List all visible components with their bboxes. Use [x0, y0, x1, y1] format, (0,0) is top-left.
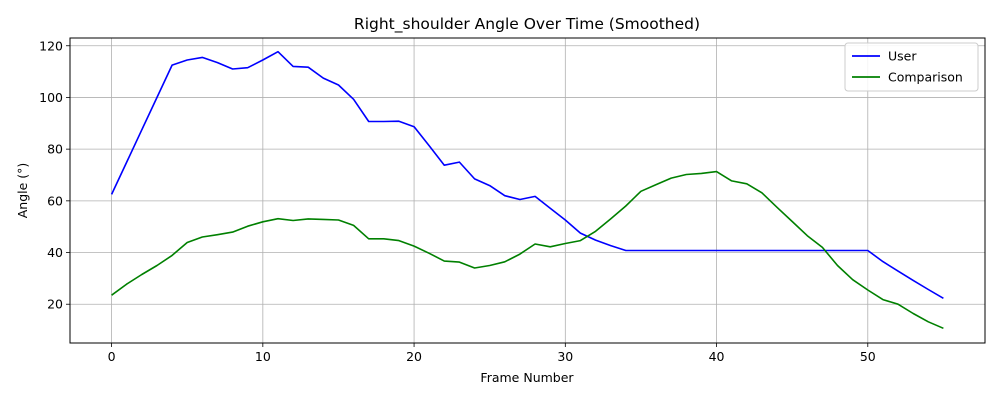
y-axis-label: Angle (°) — [15, 163, 30, 219]
x-tick-label: 30 — [557, 349, 573, 364]
y-axis: 20 40 60 80 100 120 — [39, 38, 70, 312]
x-tick-label: 20 — [406, 349, 422, 364]
y-tick-label: 100 — [39, 90, 63, 105]
series-line-user — [110, 50, 944, 299]
y-tick-label: 20 — [47, 297, 63, 312]
y-tick-label: 80 — [47, 142, 63, 157]
gridlines — [70, 38, 985, 343]
legend: User Comparison — [844, 42, 979, 92]
x-tick-label: 10 — [255, 349, 271, 364]
series-lines — [110, 50, 944, 330]
plot-frame — [69, 37, 986, 344]
y-tick-label: 40 — [47, 245, 63, 260]
x-tick-label: 50 — [860, 349, 876, 364]
series-line-comparison — [111, 170, 944, 330]
legend-label-comparison: Comparison — [888, 70, 963, 85]
x-axis-label: Frame Number — [480, 370, 574, 385]
y-tick-label: 120 — [39, 38, 63, 53]
legend-box — [844, 42, 979, 92]
y-tick-label: 60 — [47, 193, 63, 208]
x-tick-label: 40 — [709, 349, 725, 364]
legend-label-user: User — [888, 49, 917, 64]
x-axis: 0 10 20 30 40 50 — [108, 343, 876, 364]
x-tick-label: 0 — [108, 349, 116, 364]
chart-title: Right_shoulder Angle Over Time (Smoothed… — [354, 15, 700, 34]
